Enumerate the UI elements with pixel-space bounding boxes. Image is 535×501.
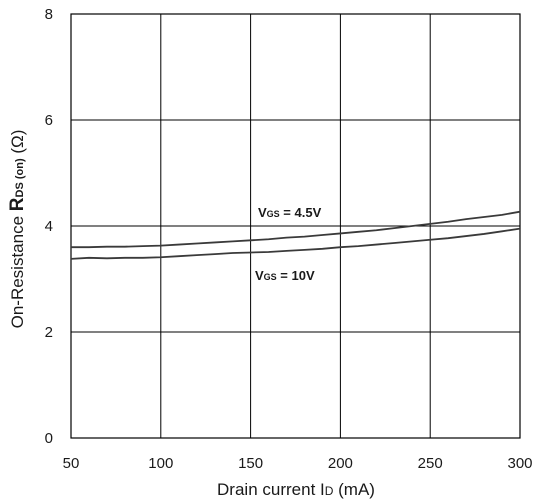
y-tick-labels: 0 2 4 6 8 [45, 6, 53, 447]
x-axis-title: Drain current ID (mA) [217, 480, 375, 499]
series-label-vgs-4-5v: VGS = 4.5V [258, 205, 322, 220]
series-label-vgs-10v: VGS = 10V [255, 268, 315, 283]
y-tick-label: 4 [45, 218, 53, 235]
x-tick-label: 150 [238, 455, 263, 472]
x-tick-label: 100 [148, 455, 173, 472]
y-tick-label: 6 [45, 112, 53, 129]
plot-area-frame [70, 13, 521, 439]
series-line-0 [71, 210, 521, 249]
x-tick-label: 250 [418, 455, 443, 472]
series-group [70, 210, 521, 260]
y-tick-label: 2 [45, 324, 53, 341]
x-tick-label: 50 [63, 455, 80, 472]
x-tick-label: 200 [328, 455, 353, 472]
y-tick-label: 8 [45, 6, 53, 23]
x-tick-labels: 50 100 150 200 250 300 [63, 455, 533, 472]
x-tick-label: 300 [507, 455, 532, 472]
y-tick-label: 0 [45, 430, 53, 447]
y-axis-title: On-Resistance RDS (on) (Ω) [7, 130, 28, 329]
series-line-1 [70, 227, 521, 260]
grid-lines [70, 13, 521, 439]
